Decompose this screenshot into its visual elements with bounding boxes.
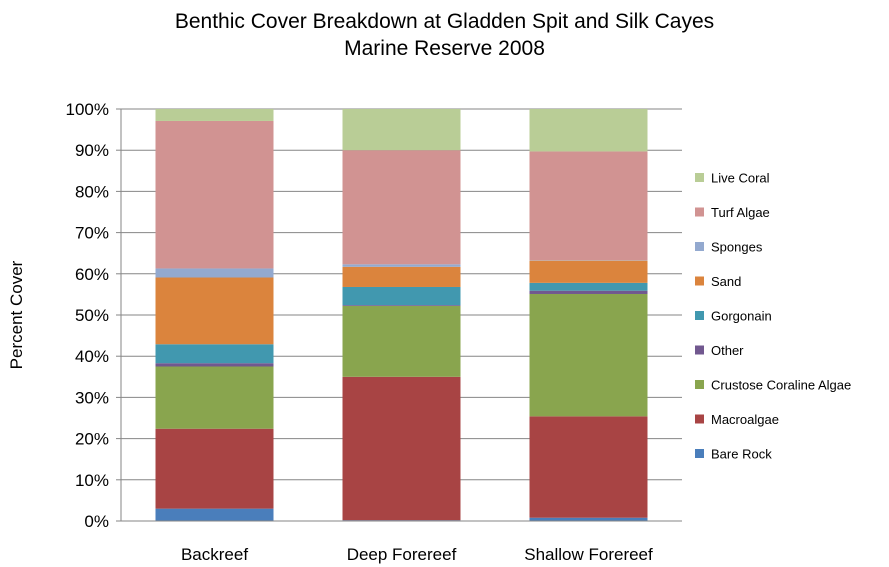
bar-segment — [155, 109, 274, 121]
legend-swatch — [695, 242, 704, 251]
bar-segment — [342, 286, 461, 306]
legend-label: Macroalgae — [711, 412, 779, 427]
legend-label: Other — [711, 343, 744, 358]
legend-label: Sponges — [711, 240, 763, 255]
x-tick-label: Shallow Forereef — [524, 545, 653, 564]
bar-segment — [342, 266, 461, 287]
bar-segment — [155, 508, 274, 521]
legend-swatch — [695, 380, 704, 389]
bar-segment — [529, 109, 648, 152]
y-axis-label: Percent Cover — [7, 260, 26, 369]
bar-segment — [529, 260, 648, 283]
y-tick-label: 60% — [75, 265, 109, 284]
bar-segment — [342, 109, 461, 151]
bar-segment — [155, 120, 274, 269]
chart-title-line-2: Marine Reserve 2008 — [344, 37, 545, 60]
legend-label: Gorgonain — [711, 309, 772, 324]
bar-segment — [155, 366, 274, 429]
bar-segment — [529, 282, 648, 291]
legend-swatch — [695, 311, 704, 320]
y-tick-label: 30% — [75, 388, 109, 407]
bar-segment — [155, 277, 274, 345]
y-tick-label: 40% — [75, 347, 109, 366]
y-tick-label: 90% — [75, 141, 109, 160]
bar-segment — [155, 268, 274, 278]
bar-segment — [342, 305, 461, 377]
legend-swatch — [695, 173, 704, 182]
bar-segment — [529, 416, 648, 518]
legend-label: Live Coral — [711, 171, 770, 186]
bar-segment — [529, 293, 648, 417]
legend-swatch — [695, 345, 704, 355]
bar-segment — [155, 363, 274, 367]
bar-segment — [529, 151, 648, 261]
bar-segment — [529, 517, 648, 521]
bar-segment — [155, 428, 274, 509]
axes: 0% 10% 20% 30% 40% 50% 60% 70% 80% 90% 100% Backree… — [66, 100, 682, 564]
bars — [155, 109, 648, 521]
x-tick-label: Deep Forereef — [347, 545, 457, 564]
y-tick-label: 80% — [75, 182, 109, 201]
legend-label: Crustose Coraline Algae — [711, 378, 851, 393]
bar-segment — [342, 305, 461, 306]
bar-segment — [342, 150, 461, 265]
bar-segment — [342, 264, 461, 267]
y-tick-label: 70% — [75, 224, 109, 243]
legend-swatch — [695, 276, 704, 286]
chart-title: Benthic Cover Breakdown at Gladden Spit … — [0, 8, 889, 62]
y-tick-label: 50% — [75, 306, 109, 325]
y-tick-label: 20% — [75, 430, 109, 449]
y-tick-label: 10% — [75, 471, 109, 490]
bar-segment — [342, 376, 461, 521]
legend: Live Coral Turf Algae Sponges Sand Gorgonain… — [695, 171, 851, 462]
y-tick-label: 100% — [66, 100, 109, 119]
chart-title-line-1: Benthic Cover Breakdown at Gladden Spit … — [174, 10, 715, 33]
legend-label: Turf Algae — [711, 205, 770, 220]
legend-label: Bare Rock — [711, 447, 772, 462]
bar-segment — [155, 344, 274, 364]
x-tick-label: Backreef — [181, 545, 248, 564]
legend-label: Sand — [711, 274, 741, 289]
legend-swatch — [695, 207, 704, 217]
legend-swatch — [695, 449, 704, 458]
y-tick-label: 0% — [84, 512, 109, 531]
legend-swatch — [695, 414, 704, 424]
bar-segment — [529, 290, 648, 294]
